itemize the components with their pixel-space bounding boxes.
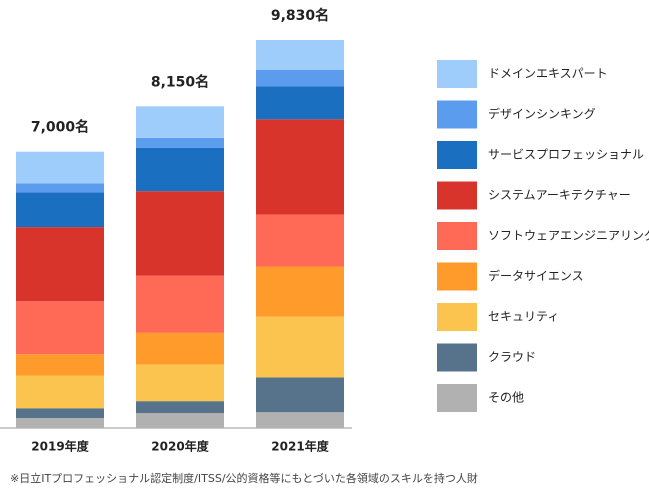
legend-swatch (437, 181, 477, 210)
total-label: 9,830名 (271, 7, 329, 24)
legend-swatch (437, 262, 477, 291)
bar-segment (16, 192, 104, 228)
legend-label: ドメインエキスパート (488, 67, 608, 81)
legend-label: その他 (488, 391, 524, 405)
bar-segment (16, 418, 104, 428)
legend-label: データサイエンス (488, 268, 584, 283)
legend-swatch (437, 222, 477, 250)
bar-segment (256, 214, 344, 267)
total-label: 7,000名 (31, 119, 89, 136)
bar-segment (136, 364, 224, 402)
legend-label: セキュリティ (488, 310, 559, 324)
x-tick-label: 2020年度 (151, 439, 209, 454)
legend-swatch (437, 100, 477, 129)
bar-segment (136, 332, 224, 365)
legend-swatch (437, 60, 477, 88)
bar-segment (16, 408, 104, 419)
bar-segment (256, 119, 344, 215)
legend-label: サービスプロフェッショナル (488, 148, 644, 162)
bar-segment (256, 69, 344, 87)
legend-label: デザインシンキング (488, 106, 596, 121)
legend-label: クラウド (488, 350, 536, 364)
bar-segment (16, 183, 104, 193)
bar-segment (16, 375, 104, 409)
bar-segment (136, 401, 224, 414)
bar-segment (16, 301, 104, 355)
footnote: ※日立ITプロフェッショナル認定制度/ITSS/公的資格等にもとづいた各領域のス… (10, 471, 478, 485)
x-tick-label: 2021年度 (271, 439, 329, 454)
legend-swatch (437, 384, 477, 412)
bar-segment (256, 316, 344, 378)
bar-segment (16, 227, 104, 302)
bar-segment (136, 147, 224, 192)
bar-segment (256, 377, 344, 413)
legend-swatch (437, 141, 477, 169)
legend-swatch (437, 303, 477, 331)
bar-segment (256, 266, 344, 317)
total-label: 8,150名 (151, 73, 209, 90)
bar-segment (136, 191, 224, 276)
bar-segment (256, 40, 344, 70)
x-tick-label: 2019年度 (31, 439, 89, 454)
bar-segment (16, 151, 104, 184)
bar-segment (256, 412, 344, 428)
bar-segment (16, 354, 104, 376)
legend-label: システムアーキテクチャー (488, 188, 631, 202)
bar-segment (136, 413, 224, 428)
bar-segment (136, 275, 224, 333)
bar-segment (256, 86, 344, 120)
legend-swatch (437, 343, 477, 372)
bar-segment (136, 137, 224, 148)
legend-label: ソフトウェアエンジニアリング (488, 229, 649, 243)
bar-segment (136, 106, 224, 138)
